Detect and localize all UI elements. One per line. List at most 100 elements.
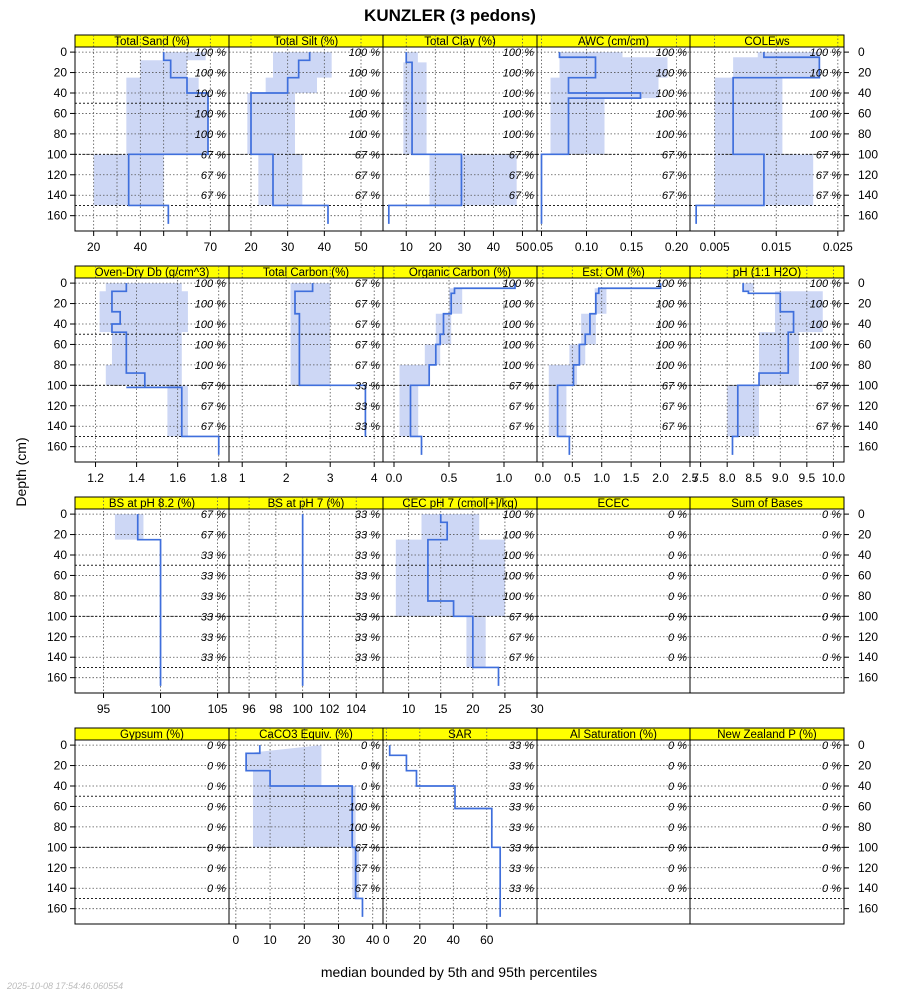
y-tick-label: 120 <box>47 168 67 182</box>
x-tick-label: 2 <box>283 471 290 485</box>
x-tick-label: 0 <box>383 933 390 947</box>
y-tick-label: 40 <box>858 317 872 331</box>
panel-19: Al Saturation (%) 0 % 0 % 0 % 0 % 0 % 0 % 0 % 0 … <box>536 727 691 925</box>
annotation: 67 % <box>355 149 380 161</box>
percentile-band <box>246 745 360 899</box>
strip-label: Total Sand (%) <box>114 36 190 48</box>
annotation: 33 % <box>355 421 380 433</box>
panel-14: ECEC 0 % 0 % 0 % 0 % 0 % 0 % 0 % 0 % <box>536 496 691 694</box>
x-tick-label: 30 <box>281 240 295 254</box>
x-tick-label: 0.5 <box>564 471 581 485</box>
x-tick-label: 20 <box>244 240 258 254</box>
x-tick-label: 1.6 <box>169 471 186 485</box>
percentile-band <box>93 52 208 206</box>
annotation: 0 % <box>668 863 687 875</box>
strip-label: CEC pH 7 (cmol[+]/kg) <box>402 498 518 510</box>
annotation: 33 % <box>355 401 380 413</box>
annotation: 100 % <box>349 47 380 59</box>
x-tick-label: 20 <box>87 240 101 254</box>
y-tick-label: 20 <box>54 759 68 773</box>
panel-7: Total Carbon (%) 67 % 67 % 67 % 67 % 67 % 33 %… <box>228 265 384 485</box>
percentile-band <box>399 288 463 437</box>
x-tick-label: 100 <box>151 702 171 716</box>
annotation: 100 % <box>503 47 534 59</box>
y-tick-label: 160 <box>47 440 67 454</box>
annotation: 100 % <box>810 108 841 120</box>
strip-label: Gypsum (%) <box>120 729 184 741</box>
panel-20: New Zealand P (%) 0 % 0 % 0 % 0 % 0 % 0 % 0 % 0 … <box>689 727 845 925</box>
median-line <box>245 745 364 917</box>
median-line <box>556 283 662 455</box>
annotation: 67 % <box>355 360 380 372</box>
strip-label: Total Carbon (%) <box>263 267 349 279</box>
x-tick-label: 1 <box>239 471 246 485</box>
depth-axes-row-3: 0 0 20 20 40 40 60 60 80 80 100 100 120 120 140 140 160 1… <box>47 507 878 685</box>
y-tick-label: 40 <box>54 317 68 331</box>
depth-axes-row-2: 0 0 20 20 40 40 60 60 80 80 100 100 120 120 140 140 160 1… <box>47 276 878 454</box>
annotation: 67 % <box>355 883 380 895</box>
strip-label: pH (1:1 H2O) <box>733 267 802 279</box>
annotation: 0 % <box>668 883 687 895</box>
annotation: 67 % <box>201 190 226 202</box>
annotation: 100 % <box>503 360 534 372</box>
annotation: 100 % <box>503 278 534 290</box>
x-axis-label: median bounded by 5th and 95th percentil… <box>321 964 597 980</box>
annotation: 0 % <box>822 781 841 793</box>
panel-6: Oven-Dry Db (g/cm^3)100 %100 %100 %100 %… <box>74 265 230 485</box>
annotation: 100 % <box>810 68 841 80</box>
panel-12: BS at pH 7 (%) 33 % 33 % 33 % 33 % 33 % 33 % 33… <box>228 496 384 716</box>
x-tick-label: 15 <box>434 702 448 716</box>
annotation: 67 % <box>201 509 226 521</box>
annotation: 100 % <box>503 509 534 521</box>
annotation: 100 % <box>656 47 687 59</box>
y-tick-label: 100 <box>47 147 67 161</box>
annotation: 67 % <box>355 278 380 290</box>
x-tick-label: 20 <box>298 933 312 947</box>
annotation: 0 % <box>822 570 841 582</box>
annotation: 100 % <box>503 339 534 351</box>
annotation: 67 % <box>201 149 226 161</box>
annotation: 100 % <box>195 88 226 100</box>
annotation: 100 % <box>810 319 841 331</box>
annotation: 33 % <box>509 801 534 813</box>
annotation: 0 % <box>668 530 687 542</box>
y-tick-label: 160 <box>858 440 878 454</box>
panel-4: AWC (cm/cm) 100 % 100 % 100 % 100 % 100 % 67 %… <box>530 34 691 254</box>
annotation: 33 % <box>509 740 534 752</box>
strip-label: CaCO3 Equiv. (%) <box>259 729 353 741</box>
annotation: 100 % <box>656 88 687 100</box>
y-tick-label: 60 <box>858 799 872 813</box>
x-tick-label: 102 <box>319 702 339 716</box>
annotation: 0 % <box>822 822 841 834</box>
y-tick-label: 40 <box>858 548 872 562</box>
annotation: 33 % <box>201 591 226 603</box>
chart-title: KUNZLER (3 pedons) <box>364 6 536 25</box>
annotation: 0 % <box>822 632 841 644</box>
y-tick-label: 120 <box>47 630 67 644</box>
annotation: 0 % <box>207 863 226 875</box>
percentile-band <box>541 52 668 155</box>
depth-axes-row-1: 0 0 20 20 40 40 60 60 80 80 100 100 120 120 140 140 160 1… <box>47 45 878 223</box>
annotation: 33 % <box>201 632 226 644</box>
annotation: 67 % <box>662 401 687 413</box>
annotation: 100 % <box>503 108 534 120</box>
annotation: 100 % <box>503 591 534 603</box>
median-line <box>388 745 502 917</box>
annotation: 0 % <box>668 591 687 603</box>
percentile-band <box>727 283 823 437</box>
y-tick-label: 140 <box>858 650 878 664</box>
y-tick-label: 80 <box>858 820 872 834</box>
y-tick-label: 0 <box>858 738 865 752</box>
annotation: 100 % <box>503 550 534 562</box>
median-line <box>695 52 821 224</box>
x-tick-label: 50 <box>354 240 368 254</box>
annotation: 67 % <box>509 421 534 433</box>
annotation: 0 % <box>361 781 380 793</box>
x-tick-label: 98 <box>269 702 283 716</box>
y-tick-label: 40 <box>54 86 68 100</box>
panel-8: Organic Carbon (%)100 %100 %100 %100 %10… <box>382 265 538 485</box>
x-tick-label: 9.0 <box>772 471 789 485</box>
median-line <box>409 283 516 455</box>
x-tick-label: 2.0 <box>652 471 669 485</box>
y-tick-label: 100 <box>47 840 67 854</box>
